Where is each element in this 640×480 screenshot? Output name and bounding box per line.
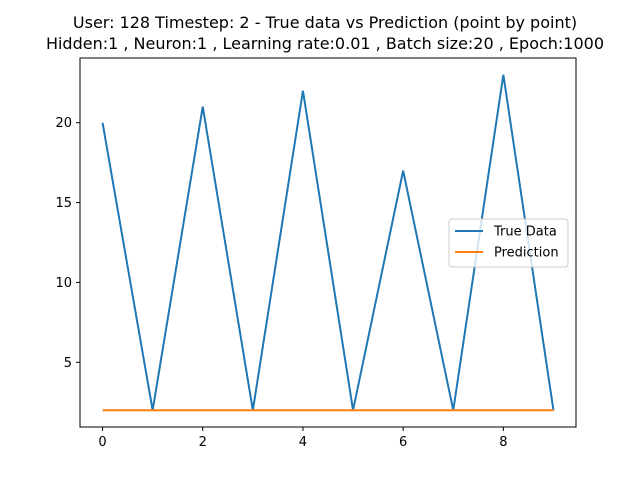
chart-title-line-1: User: 128 Timestep: 2 - True data vs Pre… [73,13,577,32]
x-tick-label: 8 [499,435,507,450]
y-tick-label: 10 [55,276,72,291]
x-tick-label: 2 [199,435,207,450]
x-tick-label: 4 [299,435,307,450]
y-tick-label: 20 [55,116,72,131]
y-tick-label: 15 [55,196,72,211]
x-tick-label: 0 [98,435,106,450]
y-tick-label: 5 [64,356,72,371]
legend: True Data Prediction [448,218,569,268]
x-tick-label: 6 [399,435,407,450]
chart-title-line-2: Hidden:1 , Neuron:1 , Learning rate:0.01… [46,34,604,53]
plot-frame [79,57,577,428]
legend-label-prediction: Prediction [494,246,559,261]
axes-layer: 0 2 4 6 8 5 10 15 20 [55,57,577,450]
legend-label-true-data: True Data [493,225,557,240]
